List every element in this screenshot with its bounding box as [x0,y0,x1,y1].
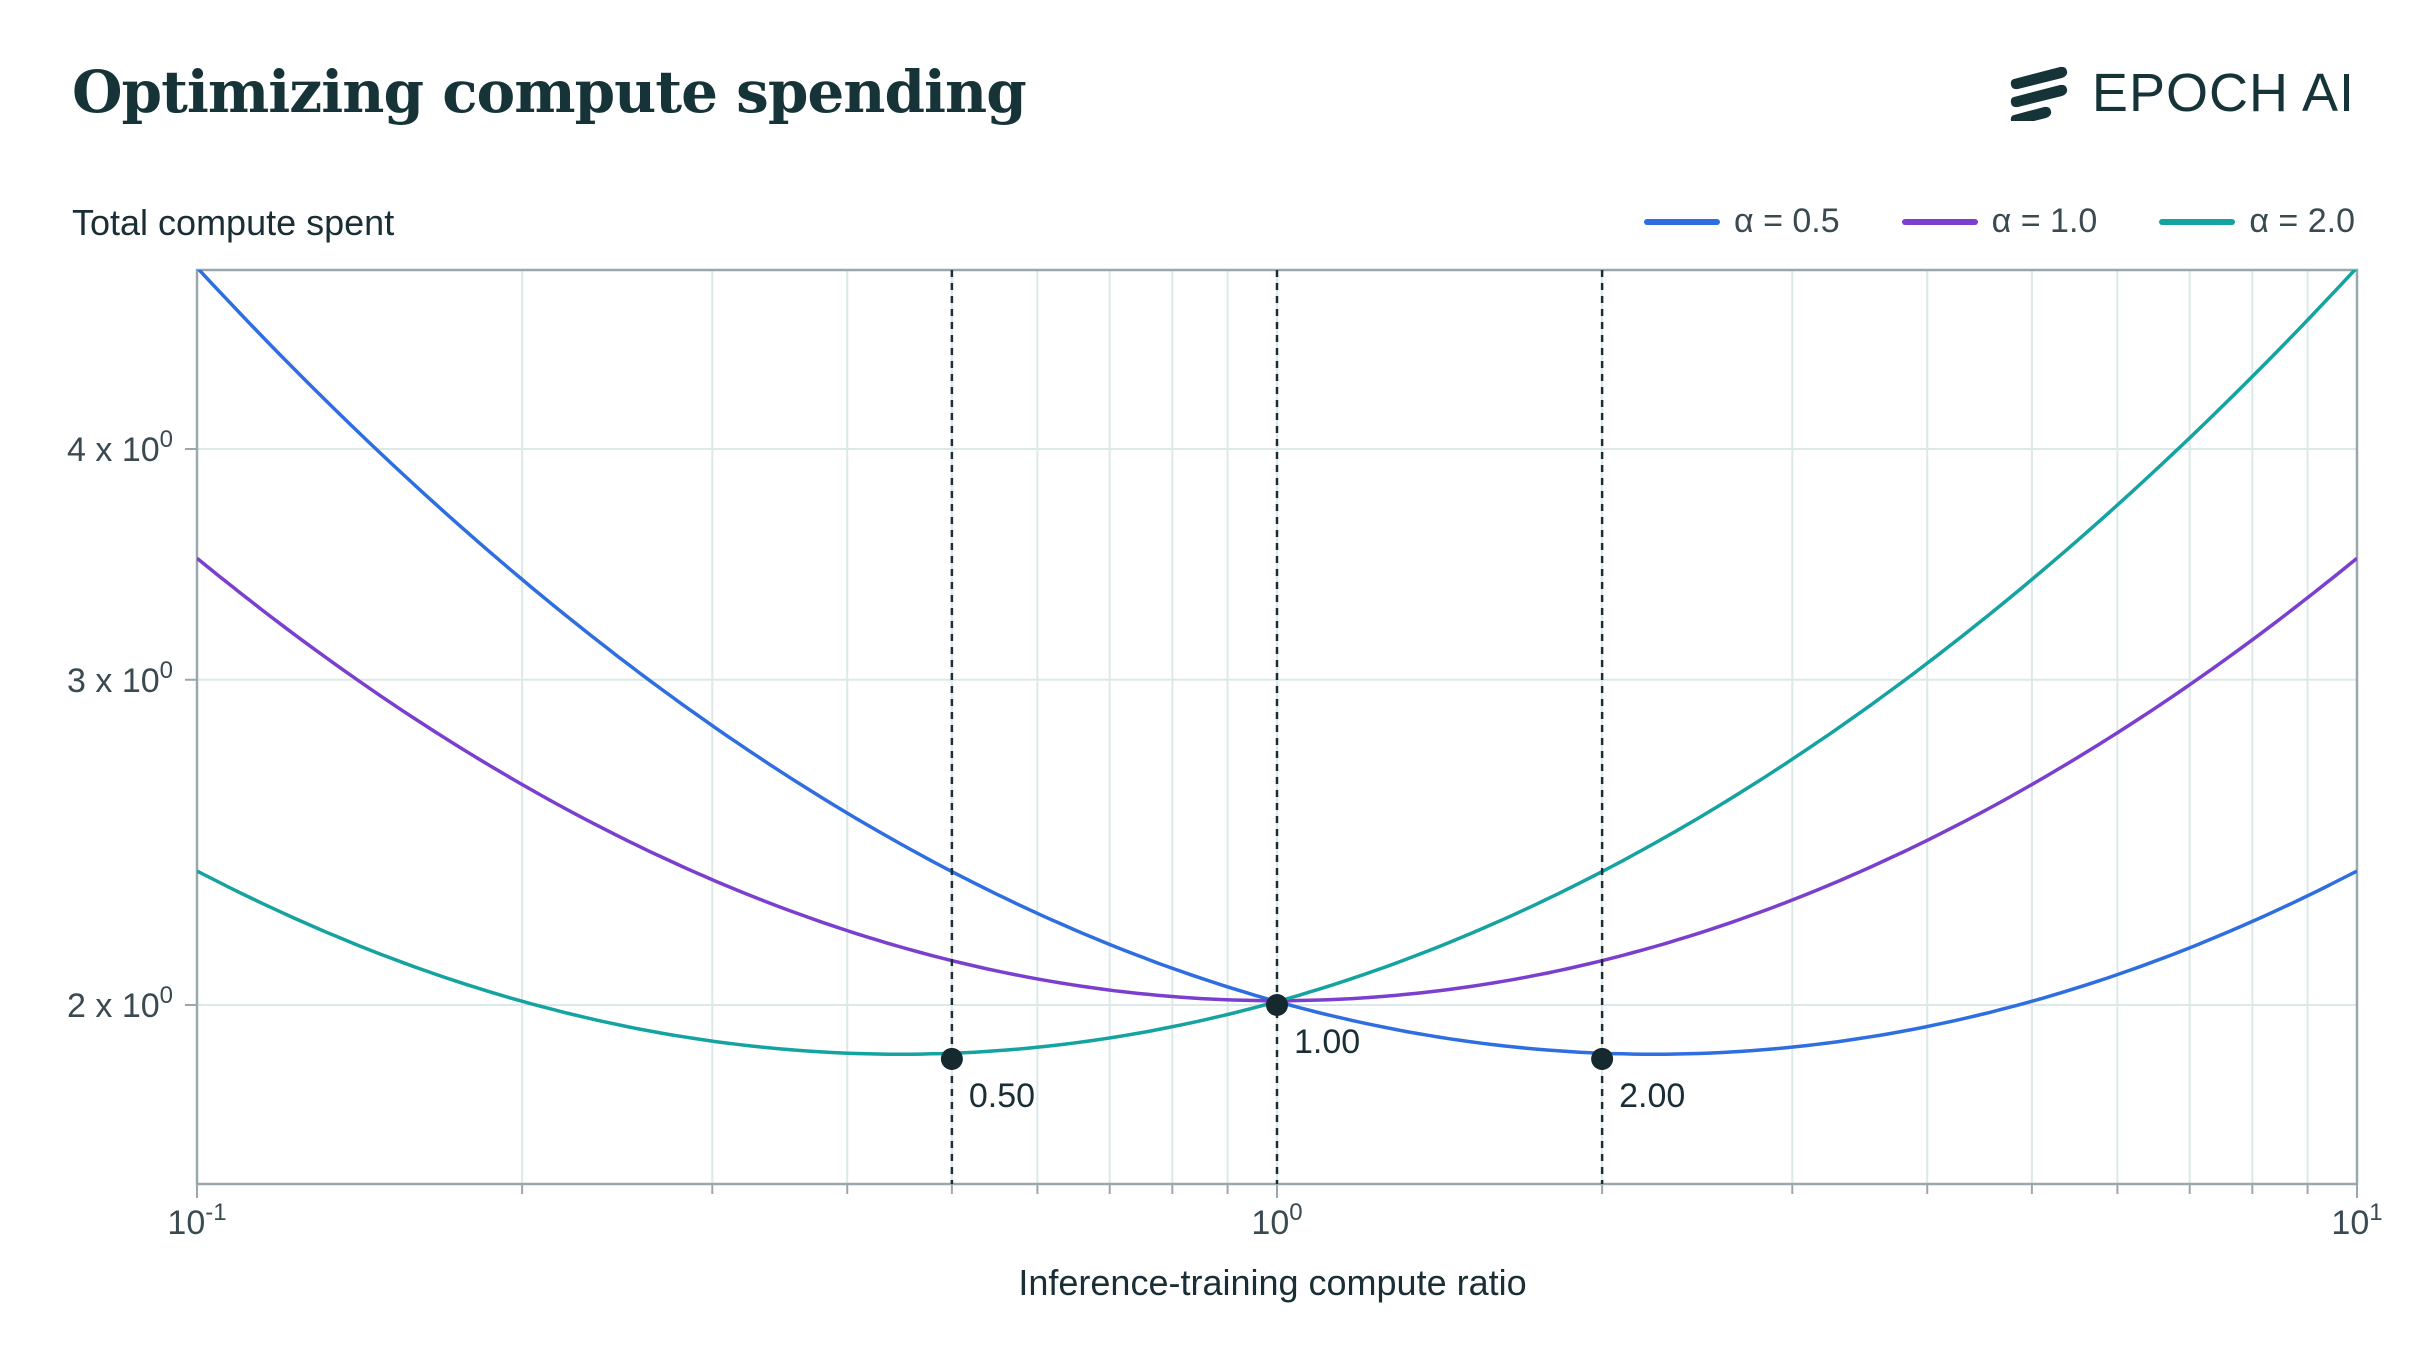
legend-swatch-alpha-20 [2159,218,2236,225]
legend-swatch-alpha-05 [1643,218,1720,225]
legend: α = 0.5 α = 1.0 α = 2.0 [1643,202,2355,241]
epoch-stripes-icon [2010,66,2068,121]
optimum-label: 2.00 [1619,1077,1685,1115]
y-tick-label: 3 x 100 [67,657,173,700]
optimum-label: 1.00 [1294,1023,1360,1061]
optimum-point[interactable] [1266,994,1288,1017]
y-axis-label: Total compute spent [72,202,395,243]
brand-name: EPOCH AI [2091,63,2355,123]
optimum-point[interactable] [940,1047,963,1070]
legend-item-alpha-05[interactable]: α = 0.5 [1643,202,1840,241]
legend-swatch-alpha-10 [1901,218,1978,225]
legend-label-alpha-10: α = 1.0 [1991,202,2098,240]
optimum-point[interactable] [1591,1047,1614,1070]
legend-label-alpha-05: α = 0.5 [1733,202,1840,240]
y-tick-label: 4 x 100 [67,426,173,469]
y-tick-label: 2 x 100 [67,982,173,1025]
x-tick-label: 101 [2331,1199,2382,1242]
brand-logo[interactable]: EPOCH AI [2010,58,2355,128]
chart-title: Optimizing compute spending [72,58,1027,126]
x-tick-label: 100 [1251,1199,1302,1242]
legend-label-alpha-20: α = 2.0 [2249,202,2355,240]
optimum-label: 0.50 [969,1077,1035,1115]
x-axis-label: Inference-training compute ratio [1018,1262,1527,1303]
x-tick-label: 10-1 [167,1199,226,1242]
legend-item-alpha-10[interactable]: α = 1.0 [1901,202,2098,241]
legend-item-alpha-20[interactable]: α = 2.0 [2159,202,2355,241]
